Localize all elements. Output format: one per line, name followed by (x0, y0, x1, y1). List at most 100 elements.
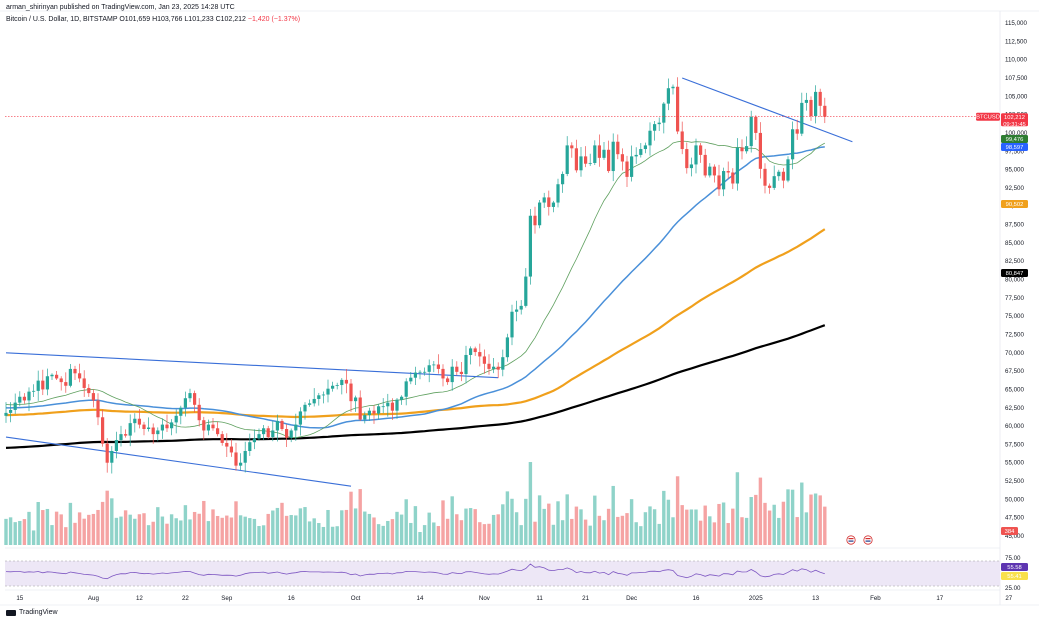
ohlc-open: O101,659 (119, 16, 151, 23)
candle-body (211, 424, 215, 429)
candle (128, 414, 132, 447)
event-flag-stripe (865, 540, 871, 542)
volume-bar (542, 508, 546, 545)
candle-body (363, 415, 367, 420)
volume-bar (165, 523, 169, 545)
candle (211, 417, 215, 431)
candle (469, 346, 473, 365)
volume-bar (50, 525, 54, 545)
candle-body (96, 400, 100, 418)
candle-body (340, 379, 344, 386)
candle-body (193, 393, 197, 405)
volume-bar (54, 511, 59, 545)
candle-body (280, 420, 284, 430)
candle-body (142, 424, 146, 430)
candle-body (18, 396, 22, 403)
volume-bar (376, 524, 381, 545)
volume-bar (271, 510, 275, 545)
volume-bar (64, 527, 68, 545)
candle (505, 333, 509, 362)
candle (372, 405, 376, 424)
candle-body (119, 434, 123, 440)
price-tick-label: 55,000 (1005, 460, 1024, 467)
volume-bar (312, 518, 316, 545)
candle (671, 84, 675, 95)
candle (354, 395, 358, 412)
candle (731, 168, 735, 190)
candle-body (248, 442, 252, 451)
time-tick-label: 17 (936, 595, 943, 602)
price-tick-label: 82,500 (1005, 258, 1024, 265)
candle (777, 169, 781, 181)
time-tick-label: Dec (626, 595, 637, 602)
candle-body (174, 415, 178, 423)
price-axis[interactable]: 115,000112,500110,000107,500105,000102,5… (1005, 20, 1028, 592)
rsi-tag-2-text: 55.41 (1007, 574, 1022, 580)
candle-body (220, 434, 224, 443)
volume-bar (533, 521, 537, 545)
candle-body (763, 168, 767, 186)
candle (151, 423, 155, 444)
volume-bar (367, 513, 372, 545)
candle-body (749, 116, 753, 147)
volume-bar (588, 525, 592, 545)
candle-body (478, 352, 482, 357)
candle-body (505, 337, 509, 358)
candle-body (731, 172, 735, 184)
candle-body (82, 378, 86, 388)
candle (432, 361, 436, 373)
candle (519, 300, 523, 315)
candle-body (551, 202, 555, 207)
candle (262, 424, 266, 441)
volume-bar (689, 509, 694, 545)
volume-bar (524, 498, 528, 545)
volume-bar (220, 517, 224, 545)
candle-body (653, 124, 657, 131)
volume-bar (4, 518, 8, 545)
volume-bar (505, 491, 510, 545)
volume-bar (229, 517, 234, 545)
candle-body (321, 394, 325, 396)
price-tick-label: 105,000 (1005, 93, 1028, 100)
candle-body (814, 91, 818, 117)
volume-bar (735, 472, 740, 545)
volume-bar (59, 514, 63, 545)
candle (229, 439, 233, 457)
price-tags: BTCUSD 102,21209:31:4599,47698,59790,5028… (846, 112, 1028, 580)
time-tick-label: 14 (417, 595, 424, 602)
volume-bar (137, 514, 142, 545)
candle (22, 393, 26, 404)
candle-body (473, 348, 477, 353)
candle-body (349, 383, 353, 402)
candle-body (584, 156, 588, 164)
volume-bar (551, 524, 556, 545)
candle-body (510, 311, 514, 338)
volume-bar (100, 501, 105, 545)
volume-bar (501, 504, 505, 545)
candle (735, 138, 739, 191)
volume-bar (206, 521, 211, 545)
event-flag-stripe (848, 538, 854, 540)
candle (335, 382, 339, 390)
candle (689, 157, 693, 177)
time-axis[interactable]: 15 Aug 12 22 Sep 16 Oct 14 Nov 11 21 Dec 16 2025 13 Feb… (16, 595, 1012, 602)
candle (579, 147, 583, 177)
last-price-tag-text: 09:31:45 (1003, 122, 1026, 128)
volume-bar (763, 502, 767, 545)
volume-bar (128, 514, 132, 545)
volume-tag-text: 384 (1005, 529, 1015, 535)
volume-bar (243, 516, 247, 545)
candle-body (27, 391, 31, 401)
volume-bar (289, 515, 293, 545)
candle (386, 393, 390, 417)
candle-body (354, 397, 358, 402)
candle (533, 206, 537, 234)
rsi-tag-2-box (1001, 572, 1028, 580)
candle-body (432, 364, 436, 366)
volume-bar (813, 493, 818, 545)
volume-bar (804, 512, 809, 545)
candle-body (611, 141, 615, 172)
candle (285, 424, 289, 447)
